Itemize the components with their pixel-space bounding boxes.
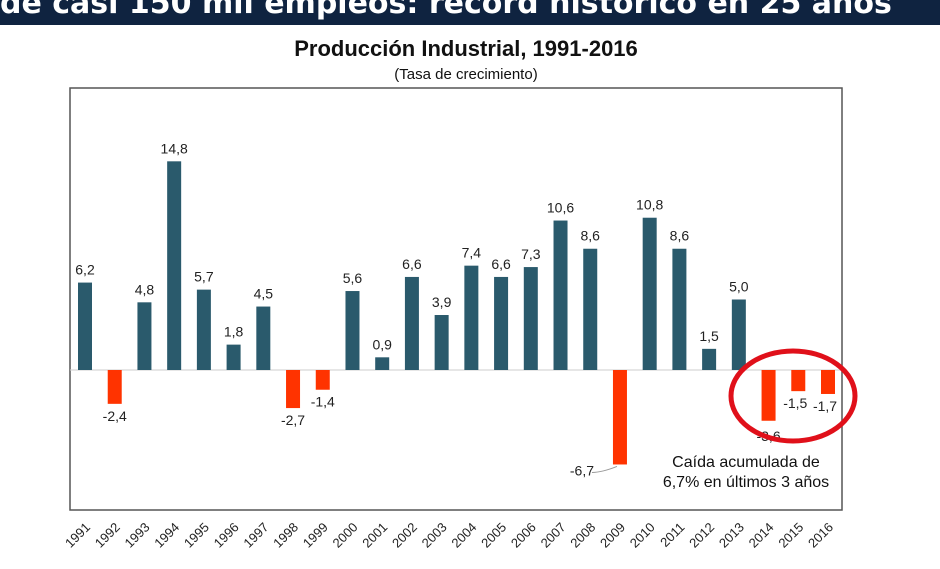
bar-2016	[821, 370, 835, 394]
bar-1993	[137, 302, 152, 370]
bar-1996	[226, 344, 241, 370]
label-leader-line	[591, 466, 618, 473]
bar-1998	[286, 370, 301, 409]
data-label-1999: -1,4	[311, 394, 335, 410]
data-label-1991: 6,2	[75, 262, 95, 278]
data-label-1992: -2,4	[103, 408, 127, 424]
x-tick-2005: 2005	[478, 520, 509, 551]
x-tick-1998: 1998	[270, 520, 301, 551]
data-label-2009: -6,7	[570, 462, 594, 478]
highlight-circle	[728, 348, 858, 444]
data-label-1995: 5,7	[194, 269, 214, 285]
bar-2012	[702, 348, 717, 370]
data-label-2016: -1,7	[813, 398, 837, 414]
data-label-2002: 6,6	[402, 256, 422, 272]
x-tick-2012: 2012	[686, 520, 717, 551]
data-label-2013: 5,0	[729, 279, 749, 295]
x-tick-1996: 1996	[211, 520, 242, 551]
bar-1997	[256, 306, 271, 370]
data-label-2015: -1,5	[783, 395, 807, 411]
data-label-2007: 10,6	[547, 200, 574, 216]
data-label-2010: 10,8	[636, 197, 663, 213]
bar-2006	[523, 267, 538, 370]
x-tick-2006: 2006	[508, 520, 539, 551]
data-label-2006: 7,3	[521, 246, 541, 262]
x-tick-2013: 2013	[716, 520, 747, 551]
bar-2003	[434, 315, 449, 370]
bar-1992	[107, 370, 122, 404]
x-tick-1994: 1994	[151, 520, 182, 551]
x-tick-2000: 2000	[330, 520, 361, 551]
data-label-2004: 7,4	[462, 245, 482, 261]
x-tick-2007: 2007	[538, 520, 569, 551]
data-label-1993: 4,8	[135, 281, 155, 297]
data-label-1994: 14,8	[161, 140, 188, 156]
bar-2014	[761, 370, 776, 421]
bar-2009	[612, 370, 627, 465]
x-tick-2015: 2015	[775, 520, 806, 551]
x-tick-1992: 1992	[92, 520, 123, 551]
x-tick-2010: 2010	[627, 520, 658, 551]
x-tick-2011: 2011	[657, 520, 687, 550]
bar-2002	[404, 276, 419, 370]
bar-1999	[315, 370, 330, 390]
data-label-2003: 3,9	[432, 294, 452, 310]
chart-title: Producción Industrial, 1991-2016	[294, 36, 638, 61]
header-banner: de casi 150 mil empleos: récord históric…	[0, 0, 940, 25]
bar-2007	[553, 220, 568, 370]
bar-2011	[672, 248, 687, 370]
data-label-2001: 0,9	[372, 336, 392, 352]
x-tick-2008: 2008	[567, 520, 598, 551]
bar-1995	[196, 289, 211, 370]
x-tick-1997: 1997	[240, 520, 271, 551]
annotation-line-2: 6,7% en últimos 3 años	[663, 474, 829, 491]
x-tick-1993: 1993	[122, 520, 153, 551]
x-tick-1999: 1999	[300, 520, 331, 551]
banner-text: de casi 150 mil empleos: récord históric…	[0, 0, 892, 21]
bar-2001	[375, 357, 390, 370]
data-label-1996: 1,8	[224, 324, 244, 340]
x-tick-2016: 2016	[805, 520, 836, 551]
bar-2010	[642, 217, 657, 370]
annotation-line-1: Caída acumulada de	[672, 454, 820, 471]
plot-area	[69, 87, 843, 511]
x-tick-2014: 2014	[746, 520, 777, 551]
bar-1991	[78, 282, 92, 370]
x-tick-1991: 1991	[62, 520, 93, 551]
bar-1994	[167, 161, 182, 370]
data-label-1997: 4,5	[254, 286, 274, 302]
bar-2005	[494, 276, 509, 370]
bar-2000	[345, 291, 360, 370]
bar-2015	[791, 370, 806, 392]
x-tick-1995: 1995	[181, 520, 212, 551]
bar-2004	[464, 265, 479, 370]
x-tick-2009: 2009	[597, 520, 628, 551]
chart-subtitle: (Tasa de crecimiento)	[394, 66, 537, 83]
data-label-1998: -2,7	[281, 412, 305, 428]
data-label-2005: 6,6	[491, 256, 511, 272]
x-tick-2004: 2004	[448, 520, 479, 551]
x-tick-2001: 2001	[359, 520, 390, 551]
x-tick-2003: 2003	[419, 520, 450, 551]
x-tick-2002: 2002	[389, 520, 420, 551]
data-label-2000: 5,6	[343, 270, 363, 286]
data-label-2011: 8,6	[670, 228, 690, 244]
data-label-2008: 8,6	[581, 228, 601, 244]
data-label-2012: 1,5	[699, 328, 719, 344]
bar-2008	[583, 248, 598, 370]
bar-2013	[731, 299, 746, 370]
